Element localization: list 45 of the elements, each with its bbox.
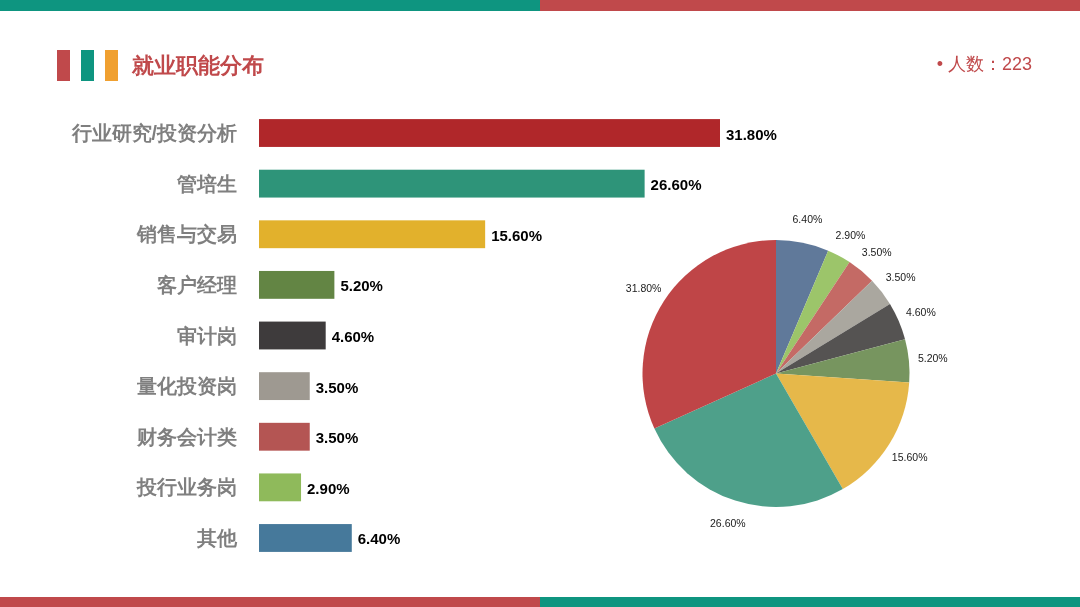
- y-tick-label: 财务会计类: [136, 425, 237, 448]
- data-label: 4.60%: [331, 328, 375, 345]
- pie-slice: [776, 280, 890, 374]
- data-label: 3.50%: [861, 246, 892, 259]
- pie-slice: [776, 262, 873, 374]
- data-label: 31.80%: [726, 125, 777, 143]
- data-label: 3.50%: [315, 378, 359, 396]
- text: • 人数：223: [936, 54, 1032, 74]
- y-tick-label: 客户经理: [156, 273, 237, 296]
- pie-slice: [776, 339, 910, 383]
- bar: [259, 473, 302, 502]
- bar: [259, 220, 486, 249]
- data-label: 2.90%: [307, 479, 350, 497]
- y-tick-label: 量化投资岗: [136, 375, 237, 398]
- pie-slice: [776, 303, 906, 374]
- data-label: 15.60%: [491, 226, 543, 244]
- pie-slice: [776, 240, 829, 374]
- y-tick-label: 销售与交易: [136, 223, 237, 246]
- y-tick-label: 管培生: [176, 172, 237, 195]
- data-label: 6.40%: [357, 530, 401, 548]
- y-tick-label: 审计岗: [177, 324, 237, 347]
- y-tick-label: 行业研究/投资分析: [70, 122, 237, 145]
- data-label: 5.20%: [917, 352, 948, 365]
- bar: [259, 169, 645, 198]
- y-tick-label: 投行业务岗: [136, 476, 237, 499]
- data-label: 26.60%: [650, 176, 702, 194]
- data-label: 4.60%: [905, 305, 936, 318]
- bar: [259, 422, 310, 451]
- chart-title: 就业职能分布: [131, 53, 264, 78]
- data-label: 3.50%: [315, 429, 359, 447]
- data-label: 3.50%: [885, 271, 916, 284]
- data-label: 6.40%: [792, 213, 823, 226]
- y-tick-label: 其他: [196, 526, 238, 549]
- data-label: 2.90%: [835, 228, 866, 241]
- pie-slice: [654, 373, 843, 507]
- data-label: 26.60%: [710, 517, 746, 530]
- bar: [259, 119, 720, 147]
- data-label: 31.80%: [625, 282, 662, 295]
- bar: [259, 524, 352, 552]
- pie-slice: [776, 250, 850, 374]
- bar: [259, 270, 335, 299]
- data-label: 15.60%: [891, 450, 928, 463]
- bar: [259, 321, 326, 350]
- data-label: 5.20%: [340, 277, 383, 295]
- bar: [259, 372, 310, 401]
